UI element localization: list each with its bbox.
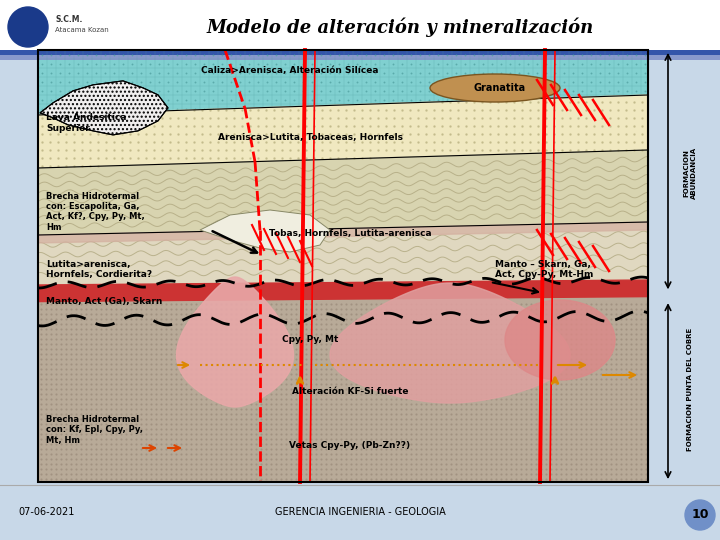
Polygon shape (330, 283, 570, 403)
Polygon shape (38, 222, 648, 243)
Text: Tobas, Hornfels, Lutita-arenisca: Tobas, Hornfels, Lutita-arenisca (269, 229, 431, 238)
Ellipse shape (430, 74, 560, 102)
Text: Modelo de alteración y mineralización: Modelo de alteración y mineralización (207, 17, 593, 37)
Circle shape (19, 18, 37, 36)
Polygon shape (38, 50, 648, 115)
Bar (0, 55, 720, 60)
Circle shape (8, 7, 48, 47)
Text: S.C.M.: S.C.M. (55, 16, 82, 24)
Text: Caliza>Arenisca, Alteración Silícea: Caliza>Arenisca, Alteración Silícea (202, 65, 379, 75)
Circle shape (12, 11, 44, 43)
Bar (0, 50, 720, 55)
Text: Cpy, Py, Mt: Cpy, Py, Mt (282, 335, 338, 345)
Text: 10: 10 (691, 509, 708, 522)
Polygon shape (176, 277, 294, 407)
Text: Lava Andesítica
Superior: Lava Andesítica Superior (46, 113, 127, 132)
Text: GERENCIA INGENIERIA - GEOLOGIA: GERENCIA INGENIERIA - GEOLOGIA (274, 507, 446, 517)
Text: Lutita>arenisca,
Hornfels, Cordierita?: Lutita>arenisca, Hornfels, Cordierita? (46, 260, 152, 279)
Polygon shape (38, 298, 648, 482)
Text: 07-06-2021: 07-06-2021 (18, 507, 74, 517)
Polygon shape (505, 300, 615, 380)
Bar (0, 482, 720, 540)
Text: Granatita: Granatita (474, 83, 526, 93)
Polygon shape (38, 280, 648, 303)
Text: Manto, Act (Ga), Skarn: Manto, Act (Ga), Skarn (46, 297, 163, 306)
Text: Vetas Cpy-Py, (Pb-Zn??): Vetas Cpy-Py, (Pb-Zn??) (289, 441, 410, 449)
Polygon shape (38, 150, 648, 235)
Polygon shape (38, 95, 648, 168)
Text: Brecha Hidrotermal
con: Kf, Epl, Cpy, Py,
Mt, Hm: Brecha Hidrotermal con: Kf, Epl, Cpy, Py… (46, 415, 143, 445)
Text: Brecha Hidrotermal
con: Escapolita, Ga,
Act, Kf?, Cpy, Py, Mt,
Hm: Brecha Hidrotermal con: Escapolita, Ga, … (46, 192, 145, 232)
Text: Alteración KF-Si fuerte: Alteración KF-Si fuerte (292, 388, 408, 396)
Text: FORMACION
ABUNDANCIA: FORMACION ABUNDANCIA (683, 147, 696, 199)
Polygon shape (200, 210, 330, 252)
Text: FORMACION PUNTA DEL COBRE: FORMACION PUNTA DEL COBRE (687, 327, 693, 451)
Circle shape (15, 14, 41, 40)
Bar (0, 0, 720, 50)
Text: Arenisca>Lutita, Tobaceas, Hornfels: Arenisca>Lutita, Tobaceas, Hornfels (217, 133, 402, 143)
Text: AK: AK (23, 22, 33, 26)
Polygon shape (38, 222, 648, 285)
Text: Atacama Kozan: Atacama Kozan (55, 27, 109, 33)
Text: Manto – Skarn, Ga,
Act, Cpy-Py, Mt-Hm: Manto – Skarn, Ga, Act, Cpy-Py, Mt-Hm (495, 260, 593, 279)
Bar (38, 50, 648, 482)
Circle shape (685, 500, 715, 530)
Polygon shape (40, 81, 168, 135)
